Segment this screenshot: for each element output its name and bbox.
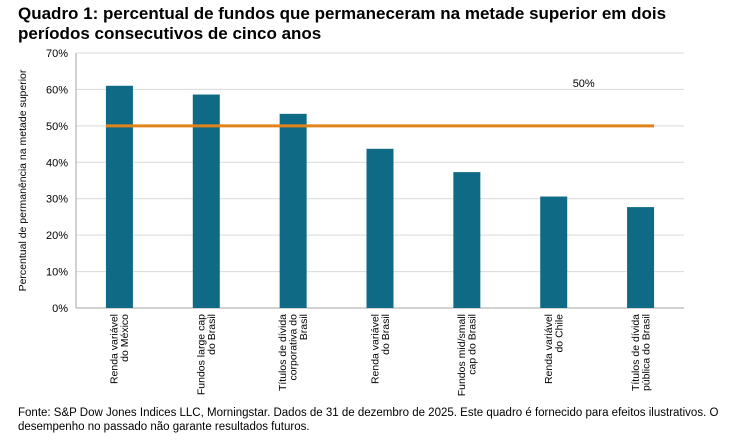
source-note: Fonte: S&P Dow Jones Indices LLC, Mornin… bbox=[18, 407, 719, 433]
reference-line-label: 50% bbox=[573, 78, 595, 90]
x-category-label-line: Fundos large cap bbox=[196, 314, 208, 395]
y-axis-label: Percentual de permanência na metade supe… bbox=[17, 69, 29, 291]
y-tick-label: 70% bbox=[46, 48, 68, 60]
bar bbox=[105, 85, 133, 309]
bar bbox=[192, 94, 220, 309]
x-category-label-line: corporativa do bbox=[288, 314, 300, 381]
bars bbox=[105, 85, 655, 309]
y-tick-label: 60% bbox=[46, 84, 68, 96]
y-tick-label: 10% bbox=[46, 267, 68, 279]
x-category-label-line: Renda variável bbox=[109, 314, 121, 384]
x-category-label-line: do Brasil bbox=[206, 314, 218, 355]
x-category-label-line: Renda variável bbox=[369, 314, 381, 384]
bar bbox=[540, 196, 568, 308]
x-category-label-line: do Brasil bbox=[380, 314, 392, 355]
x-category-label-line: do Chile bbox=[553, 314, 565, 353]
y-axis-ticks: 0% 10% 20% 30% 40% 50% 60% 70% bbox=[46, 48, 68, 315]
x-category-label-line: Brasil bbox=[298, 314, 310, 340]
y-tick-label: 50% bbox=[46, 121, 68, 133]
bar bbox=[279, 113, 307, 308]
x-category-label-line: Fundos mid/small bbox=[456, 314, 468, 396]
bar bbox=[453, 172, 481, 308]
x-category-label-line: Títulos de dívida bbox=[277, 314, 289, 391]
x-category-label-line: cap do Brasil bbox=[467, 314, 479, 375]
y-tick-label: 30% bbox=[46, 194, 68, 206]
chart-title: Quadro 1: percentual de fundos que perma… bbox=[18, 4, 667, 43]
x-category-label-line: do México bbox=[119, 314, 131, 362]
bar-chart: 0% 10% 20% 30% 40% 50% 60% 70% 50% Renda variáv… bbox=[17, 48, 684, 396]
bar bbox=[627, 207, 655, 308]
bar bbox=[366, 148, 394, 308]
y-tick-label: 0% bbox=[52, 303, 68, 315]
x-category-label-line: pública do Brasil bbox=[640, 314, 652, 391]
reference-line-group: 50% bbox=[105, 78, 655, 128]
x-category-label-line: Títulos de dívida bbox=[630, 314, 642, 391]
y-tick-label: 20% bbox=[46, 230, 68, 242]
x-category-label-line: Renda variável bbox=[543, 314, 555, 384]
y-tick-label: 40% bbox=[46, 157, 68, 169]
